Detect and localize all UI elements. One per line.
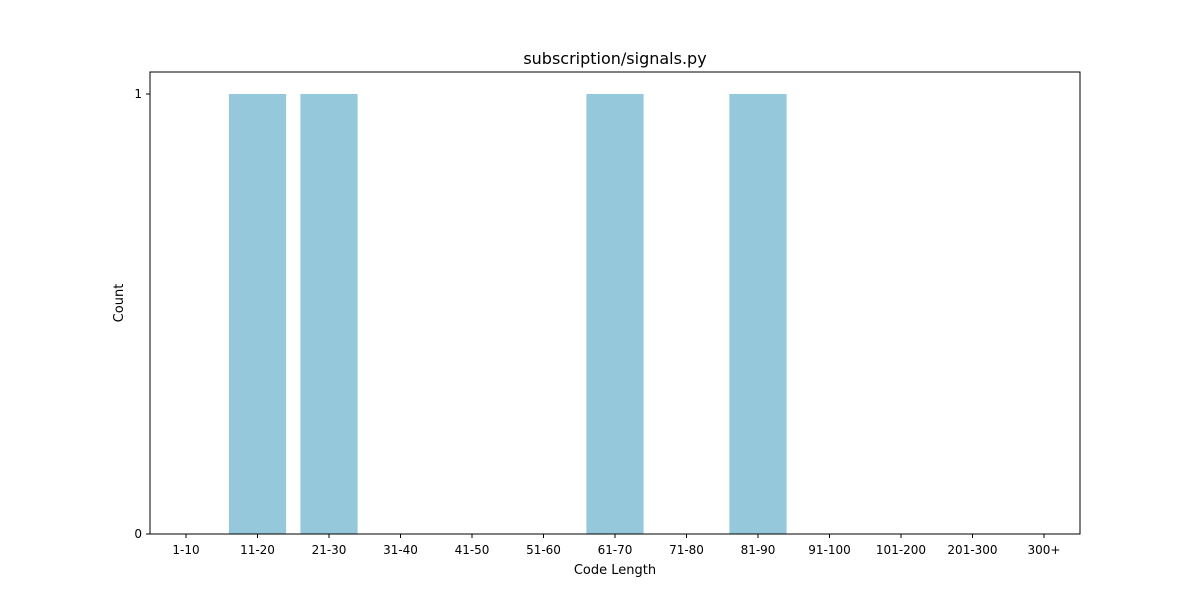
- x-tick-label: 201-300: [947, 543, 997, 557]
- x-tick-label: 101-200: [876, 543, 926, 557]
- x-tick-label: 91-100: [808, 543, 851, 557]
- bar-81-90: [729, 94, 787, 534]
- bar-61-70: [586, 94, 644, 534]
- bar-21-30: [300, 94, 358, 534]
- x-tick-label: 71-80: [669, 543, 704, 557]
- x-tick-label: 61-70: [598, 543, 633, 557]
- x-tick-label: 1-10: [172, 543, 199, 557]
- x-tick-label: 300+: [1028, 543, 1061, 557]
- x-axis-ticks: 1-10 11-20 21-30 31-40 41-50 51-60 61-70 71-80 8…: [172, 534, 1060, 557]
- x-tick-label: 81-90: [741, 543, 776, 557]
- chart-title: subscription/signals.py: [523, 49, 706, 68]
- y-axis-ticks: 01: [134, 87, 150, 541]
- x-tick-label: 31-40: [383, 543, 418, 557]
- y-axis-label: Count: [112, 284, 127, 323]
- y-tick-label: 1: [134, 87, 142, 101]
- x-tick-label: 41-50: [455, 543, 490, 557]
- x-tick-label: 11-20: [240, 543, 275, 557]
- bar-11-20: [228, 94, 287, 534]
- x-axis-label: Code Length: [574, 563, 656, 578]
- x-tick-label: 51-60: [526, 543, 561, 557]
- x-tick-label: 21-30: [312, 543, 347, 557]
- y-tick-label: 0: [134, 527, 142, 541]
- bars-layer: [228, 94, 787, 534]
